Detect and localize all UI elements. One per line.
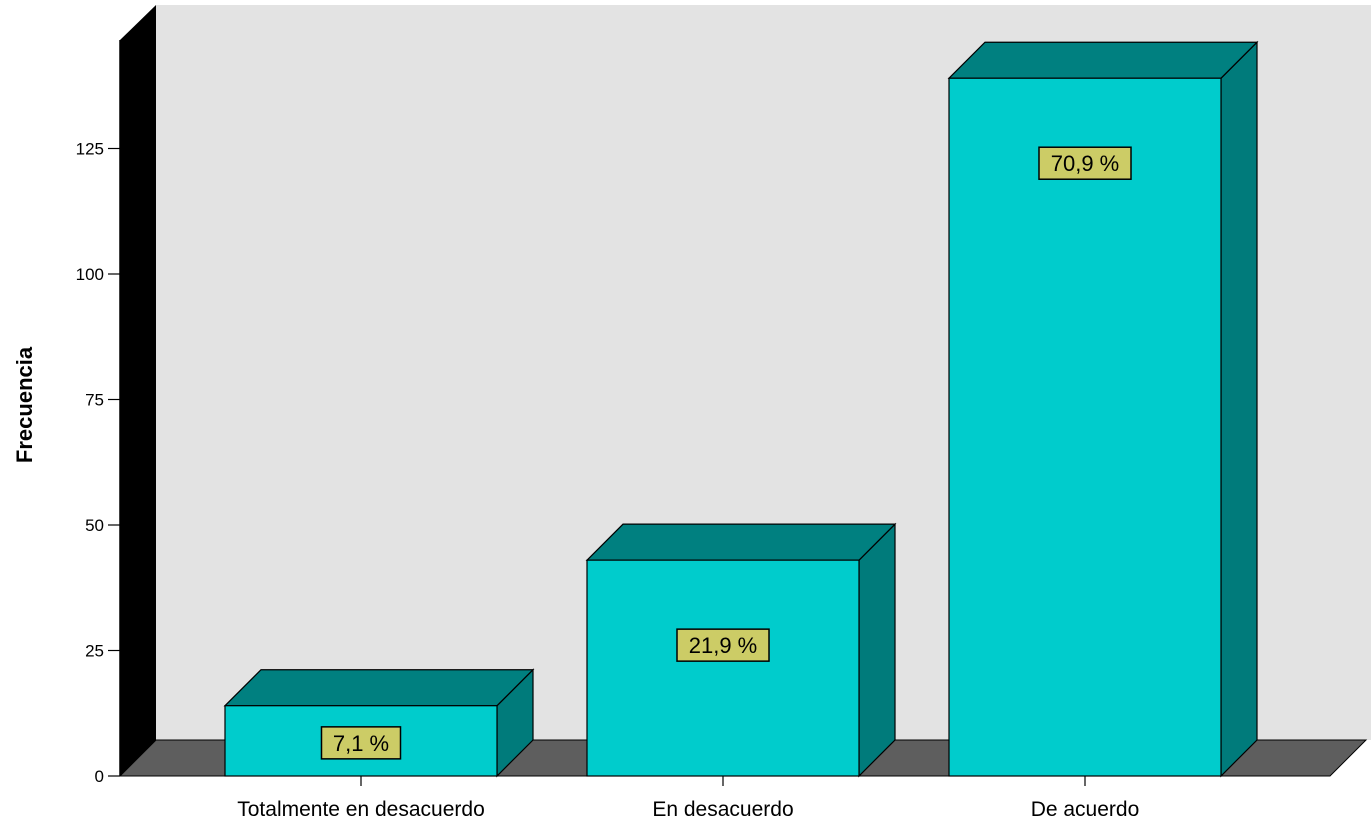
bar-side <box>858 522 896 778</box>
y-axis-ticks: 0 25 50 75 100 125 <box>76 140 120 786</box>
y-tick-label: 125 <box>76 140 104 159</box>
data-label: 21,9 % <box>689 633 758 658</box>
y-axis-title: Frecuencia <box>12 346 37 463</box>
bar-group: 7,1 % <box>223 668 535 778</box>
bar-top <box>947 41 1259 79</box>
data-label: 70,9 % <box>1051 151 1120 176</box>
bar <box>948 77 1222 777</box>
y-tick-label: 75 <box>85 391 104 410</box>
bar-side <box>1220 40 1258 778</box>
chart-left-wall <box>120 5 156 776</box>
data-label-box <box>1038 146 1132 180</box>
x-axis-labels: Totalmente en desacuerdo En desacuerdo De … <box>237 776 1139 821</box>
data-label-box <box>676 628 770 662</box>
x-tick-label: En desacuerdo <box>652 798 793 821</box>
bar-top <box>223 669 535 707</box>
x-tick-label: Totalmente en desacuerdo <box>237 798 485 821</box>
bar-group: 21,9 % <box>585 522 897 778</box>
y-tick-label: 0 <box>95 767 104 786</box>
data-label: 7,1 % <box>333 731 389 756</box>
bar-top <box>585 523 897 561</box>
y-tick-label: 50 <box>85 516 104 535</box>
y-tick-label: 25 <box>85 642 104 661</box>
y-tick-label: 100 <box>76 265 104 284</box>
bars: 7,1 % 21,9 % 70,9 % <box>223 40 1259 778</box>
data-label-box <box>320 726 402 760</box>
bar <box>586 559 860 777</box>
bar-group: 70,9 % <box>947 40 1259 778</box>
x-tick-label: De acuerdo <box>1031 798 1140 821</box>
